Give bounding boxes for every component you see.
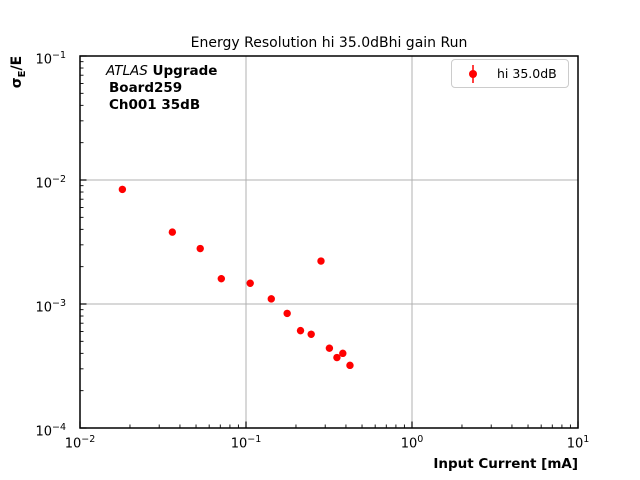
y-axis-label: σE/E (9, 32, 29, 112)
y-tick-label: 10−1 (35, 50, 66, 68)
data-point (346, 361, 354, 370)
axes-frame (79, 55, 579, 429)
x-tick-label: 10−2 (64, 434, 96, 452)
data-point (296, 326, 305, 335)
data-point (217, 274, 226, 283)
errorbar-marker-icon (469, 64, 477, 83)
y-axis-label-subscript: E (16, 70, 28, 78)
data-point (307, 330, 315, 338)
chart-title: Energy Resolution hi 35.0dBhi gain Run (190, 35, 468, 51)
data-point (283, 309, 291, 318)
data-point (246, 279, 254, 287)
y-axis-label-sigma: σ (9, 77, 25, 89)
annotation-line-3: Ch001 35dB (109, 97, 201, 113)
x-tick-label: 100 (400, 434, 424, 452)
data-point (168, 228, 177, 236)
y-tick-label: 10−2 (35, 174, 66, 192)
data-point (333, 353, 341, 362)
data-point (339, 349, 347, 358)
x-axis-label: Input Current [mA] (433, 456, 578, 472)
annotation-line-2: Board259 (109, 80, 183, 96)
data-point (325, 344, 334, 352)
data-point (267, 295, 275, 303)
legend: hi 35.0dB (451, 59, 569, 88)
x-tick-label: 101 (566, 434, 590, 452)
legend-label: hi 35.0dB (497, 66, 557, 81)
y-tick-label: 10−3 (35, 298, 66, 316)
x-tick-label: 10−1 (230, 434, 262, 452)
annotation-upgrade-bold: Upgrade (147, 63, 218, 79)
annotation-line-1: ATLAS Upgrade (106, 63, 217, 80)
y-tick-label: 10−4 (35, 422, 66, 440)
annotation-atlas-italic: ATLAS (106, 63, 148, 79)
atlas-annotation: ATLAS Upgrade Board259 Ch001 35dB (106, 63, 217, 114)
data-point (196, 244, 204, 253)
data-point (317, 257, 325, 265)
data-point (118, 185, 127, 194)
